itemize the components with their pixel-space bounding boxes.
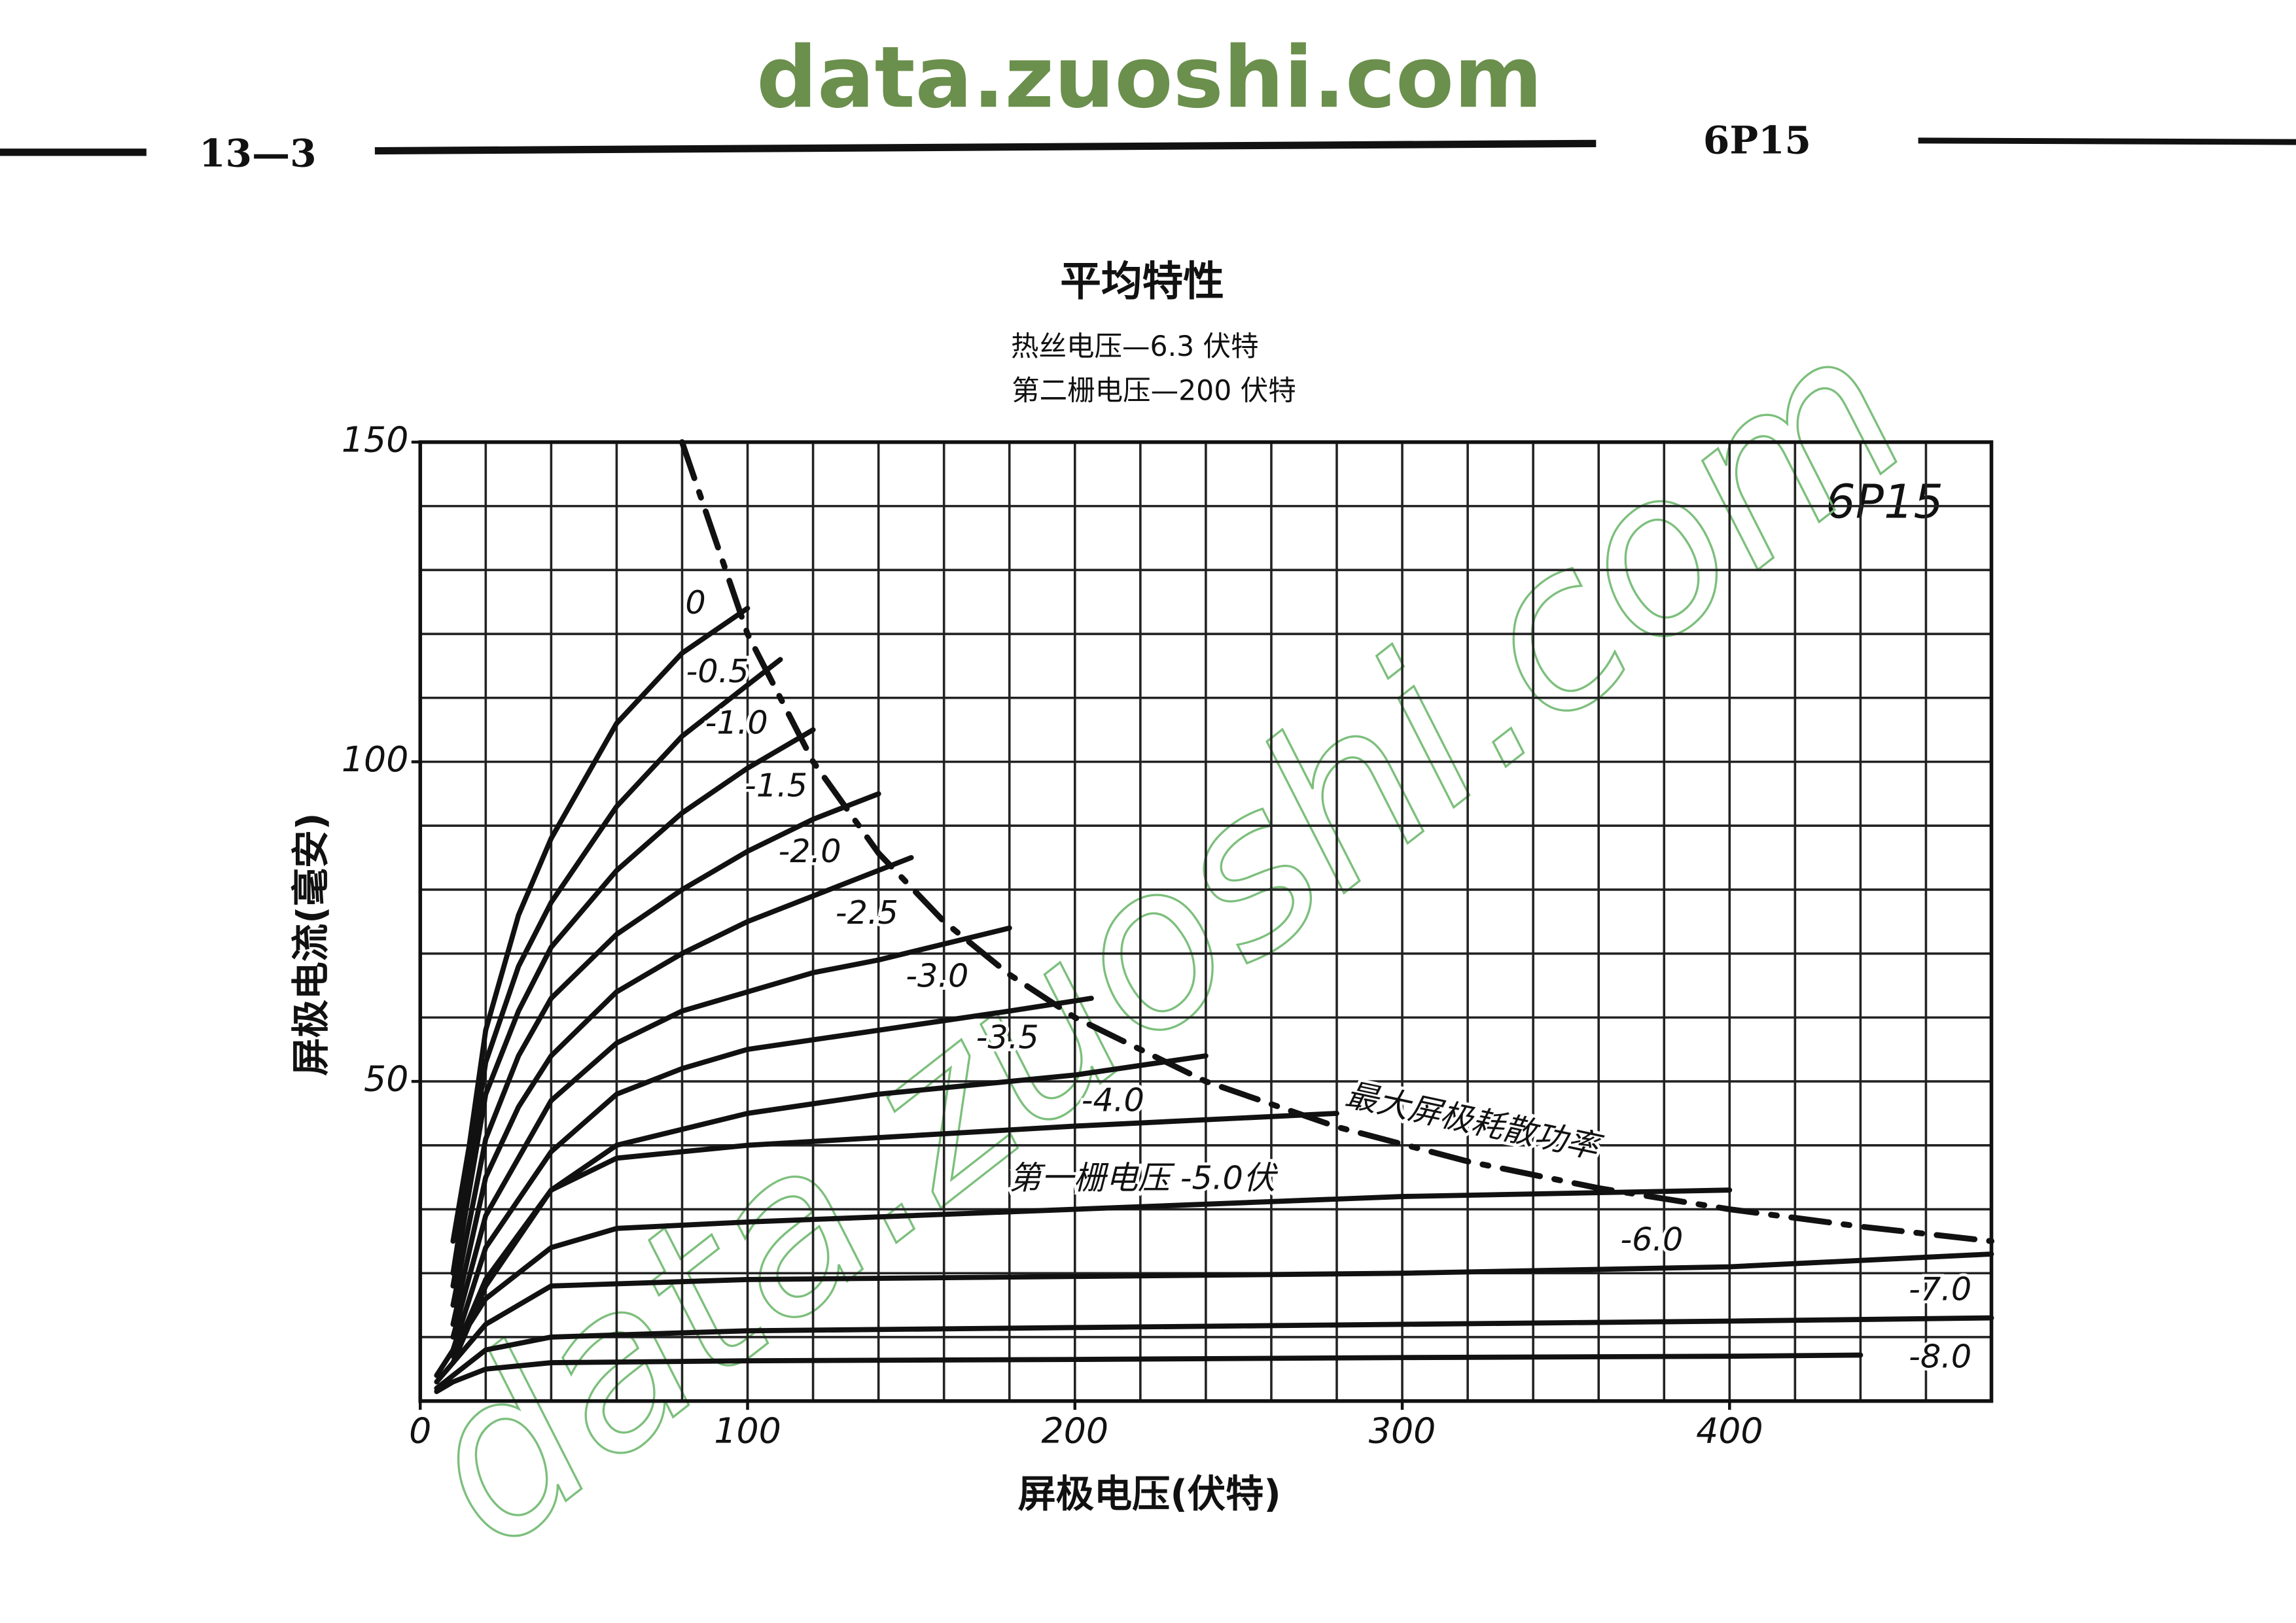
- curve: [450, 1111, 1339, 1365]
- y-axis-label: 屏极电流(毫安): [289, 812, 333, 1075]
- curve-label: -1.0: [705, 703, 768, 741]
- x-tick-label: 300: [1369, 1410, 1436, 1452]
- curve: [450, 996, 1094, 1353]
- curve-label: -1.5: [745, 767, 807, 805]
- curve-label: -7.0: [1909, 1270, 1971, 1308]
- chart-subtitle: 第二栅电压—200 伏特: [1012, 375, 1296, 407]
- y-tick-label: 150: [342, 419, 408, 461]
- curve: [450, 657, 783, 1276]
- curve: [450, 727, 816, 1289]
- curve-label: 0: [685, 584, 705, 621]
- plot-frame: [418, 440, 1994, 1403]
- header-rule: [374, 139, 1597, 155]
- watermark: data.zuoshi.com: [756, 28, 1542, 127]
- curve-label: -2.0: [779, 832, 841, 870]
- x-tick-label: 100: [714, 1410, 781, 1452]
- curve-label: -3.5: [976, 1018, 1039, 1056]
- curve-label: -3.0: [906, 956, 968, 994]
- curve: [450, 1053, 1209, 1359]
- curve-label: -4.0: [1082, 1081, 1144, 1119]
- x-tick-label: 0: [409, 1410, 431, 1452]
- curve: [434, 1251, 1994, 1385]
- header-rule: [1918, 137, 2296, 145]
- page-number: 13—3: [199, 130, 317, 175]
- chart-title: 平均特性: [1060, 257, 1224, 305]
- y-tick-label: 100: [342, 739, 408, 780]
- curve-label: -6.0: [1620, 1220, 1683, 1258]
- chart-subtitle: 热丝电压—6.3 伏特: [1011, 331, 1259, 363]
- curve-label: -2.5: [836, 894, 898, 932]
- curve-label: 第一栅电压 -5.0伏: [1009, 1159, 1279, 1196]
- x-tick-label: 200: [1042, 1410, 1108, 1452]
- curve-label: -8.0: [1909, 1337, 1971, 1375]
- curve: [434, 1315, 1994, 1391]
- annotation: 6P15: [1826, 475, 1943, 529]
- y-tick-label: 50: [364, 1058, 408, 1100]
- curve: [450, 925, 1012, 1340]
- curve: [450, 855, 914, 1327]
- curve: [434, 1187, 1733, 1378]
- model: 6P15: [1703, 117, 1811, 162]
- curve: [679, 439, 1994, 1244]
- curve-label: -0.5: [686, 652, 749, 690]
- x-tick-label: 400: [1696, 1410, 1763, 1452]
- x-axis-label: 屏极电压(伏特): [1018, 1471, 1281, 1516]
- curve: [450, 791, 881, 1308]
- curve: [450, 605, 751, 1244]
- curve: [434, 1352, 1863, 1395]
